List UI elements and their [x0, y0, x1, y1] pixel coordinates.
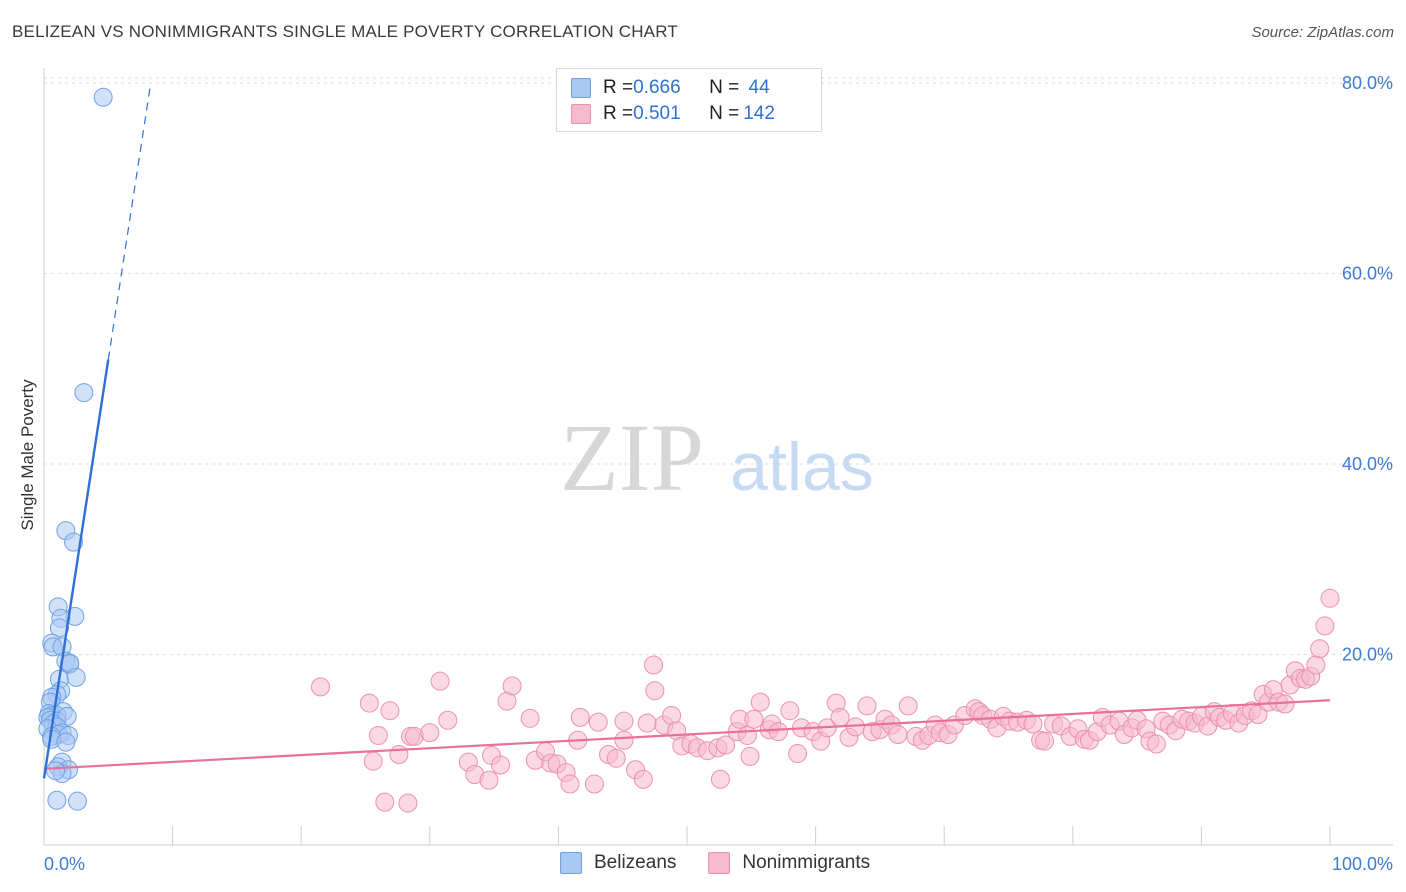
nonimmigrants-point [375, 792, 395, 812]
nonimmigrants-point [637, 713, 657, 733]
nonimmigrants-point [740, 746, 760, 766]
belizeans-point [93, 87, 113, 107]
nonimmigrants-point [398, 793, 418, 813]
legend-swatch-pink [571, 104, 591, 124]
belizeans-trendline-extension [107, 82, 152, 360]
nonimmigrants-point [750, 692, 770, 712]
nonimmigrants-point [633, 769, 653, 789]
series-legend-belizeans[interactable]: Belizeans [560, 852, 676, 874]
nonimmigrants-point [1310, 639, 1330, 659]
nonimmigrants-swatch [708, 852, 731, 874]
legend-swatch-blue [571, 78, 591, 98]
nonimmigrants-point [359, 693, 379, 713]
nonimmigrants-point [430, 671, 450, 691]
y-tick-label: 20.0% [1342, 645, 1393, 665]
source-credit: Source: ZipAtlas.com [1251, 24, 1394, 41]
legend-row-belizeans: R = 0.666 N = 44 [571, 76, 770, 100]
nonimmigrants-point [737, 725, 757, 745]
y-tick-label: 60.0% [1342, 264, 1393, 284]
belizeans-point [46, 761, 66, 781]
y-tick-label: 40.0% [1342, 454, 1393, 474]
x-tick-label: 100.0% [1332, 854, 1393, 874]
stats-legend: R = 0.666 N = 44 R = 0.501 N = 142 [556, 68, 822, 132]
nonimmigrants-point [1023, 714, 1043, 734]
nonimmigrants-point [1248, 705, 1268, 725]
legend-r-label: R = [603, 103, 634, 124]
nonimmigrants-point [614, 711, 634, 731]
nonimmigrants-point [716, 735, 736, 755]
nonimmigrants-point [588, 712, 608, 732]
nonimmigrants-point [560, 774, 580, 794]
series-legend: Belizeans Nonimmigrants [560, 852, 902, 874]
gridlines [44, 77, 1393, 655]
legend-n-value: 44 [743, 77, 770, 98]
belizeans-points [38, 87, 113, 811]
legend-row-nonimmigrants: R = 0.501 N = 142 [571, 102, 775, 126]
belizeans-trendline [42, 359, 110, 779]
nonimmigrants-point [570, 707, 590, 727]
belizeans-point [56, 732, 76, 752]
nonimmigrants-point [363, 751, 383, 771]
nonimmigrants-point [644, 655, 664, 675]
legend-n-value: 142 [743, 103, 775, 124]
watermark-zip: ZIP [560, 404, 704, 511]
belizeans-point [47, 790, 67, 810]
nonimmigrants-point [744, 709, 764, 729]
nonimmigrants-point [520, 708, 540, 728]
nonimmigrants-point [645, 681, 665, 701]
watermark: ZIP atlas [560, 404, 874, 511]
chart-title: BELIZEAN VS NONIMMIGRANTS SINGLE MALE PO… [12, 22, 678, 41]
y-tick-label: 80.0% [1342, 73, 1393, 93]
nonimmigrants-point [1035, 731, 1055, 751]
series-legend-nonimmigrants[interactable]: Nonimmigrants [708, 852, 870, 874]
nonimmigrants-point [1306, 655, 1326, 675]
nonimmigrants-point [768, 722, 788, 742]
nonimmigrants-point [888, 725, 908, 745]
x-tick-label: 0.0% [44, 854, 85, 874]
nonimmigrants-point [1315, 616, 1335, 636]
nonimmigrants-point [479, 770, 499, 790]
nonimmigrants-point [584, 774, 604, 794]
legend-n-label: N = [709, 77, 740, 98]
nonimmigrants-point [491, 755, 511, 775]
nonimmigrants-point [857, 696, 877, 716]
legend-r-value: 0.501 [633, 103, 681, 124]
nonimmigrants-point [898, 696, 918, 716]
nonimmigrants-point [310, 677, 330, 697]
nonimmigrants-point [438, 710, 458, 730]
nonimmigrants-point [780, 701, 800, 721]
watermark-atlas: atlas [730, 429, 874, 505]
belizeans-point [64, 532, 84, 552]
legend-n-label: N = [709, 103, 740, 124]
legend-r-value: 0.666 [633, 77, 681, 98]
nonimmigrants-trendline [43, 699, 1331, 770]
nonimmigrants-point [389, 745, 409, 765]
belizeans-swatch [560, 852, 582, 874]
trendlines [42, 82, 1331, 779]
nonimmigrants-point [1146, 734, 1166, 754]
nonimmigrants-point [420, 723, 440, 743]
belizeans-point [74, 383, 94, 403]
series-legend-label: Nonimmigrants [742, 852, 871, 873]
legend-r-label: R = [603, 77, 634, 98]
nonimmigrants-point [710, 769, 730, 789]
nonimmigrants-point [788, 744, 808, 764]
series-legend-label: Belizeans [594, 852, 677, 873]
tick-labels: 20.0% 40.0% 60.0% 80.0% 0.0% 100.0% [44, 73, 1393, 874]
belizeans-point [67, 791, 87, 811]
nonimmigrants-point [368, 725, 388, 745]
nonimmigrants-point [614, 730, 634, 750]
nonimmigrants-points [310, 588, 1340, 813]
nonimmigrants-point [606, 748, 626, 768]
nonimmigrants-point [830, 707, 850, 727]
belizeans-point [66, 667, 86, 687]
nonimmigrants-point [1320, 588, 1340, 608]
nonimmigrants-point [380, 701, 400, 721]
axes [43, 68, 1393, 846]
nonimmigrants-point [502, 676, 522, 696]
belizeans-point [49, 618, 69, 638]
